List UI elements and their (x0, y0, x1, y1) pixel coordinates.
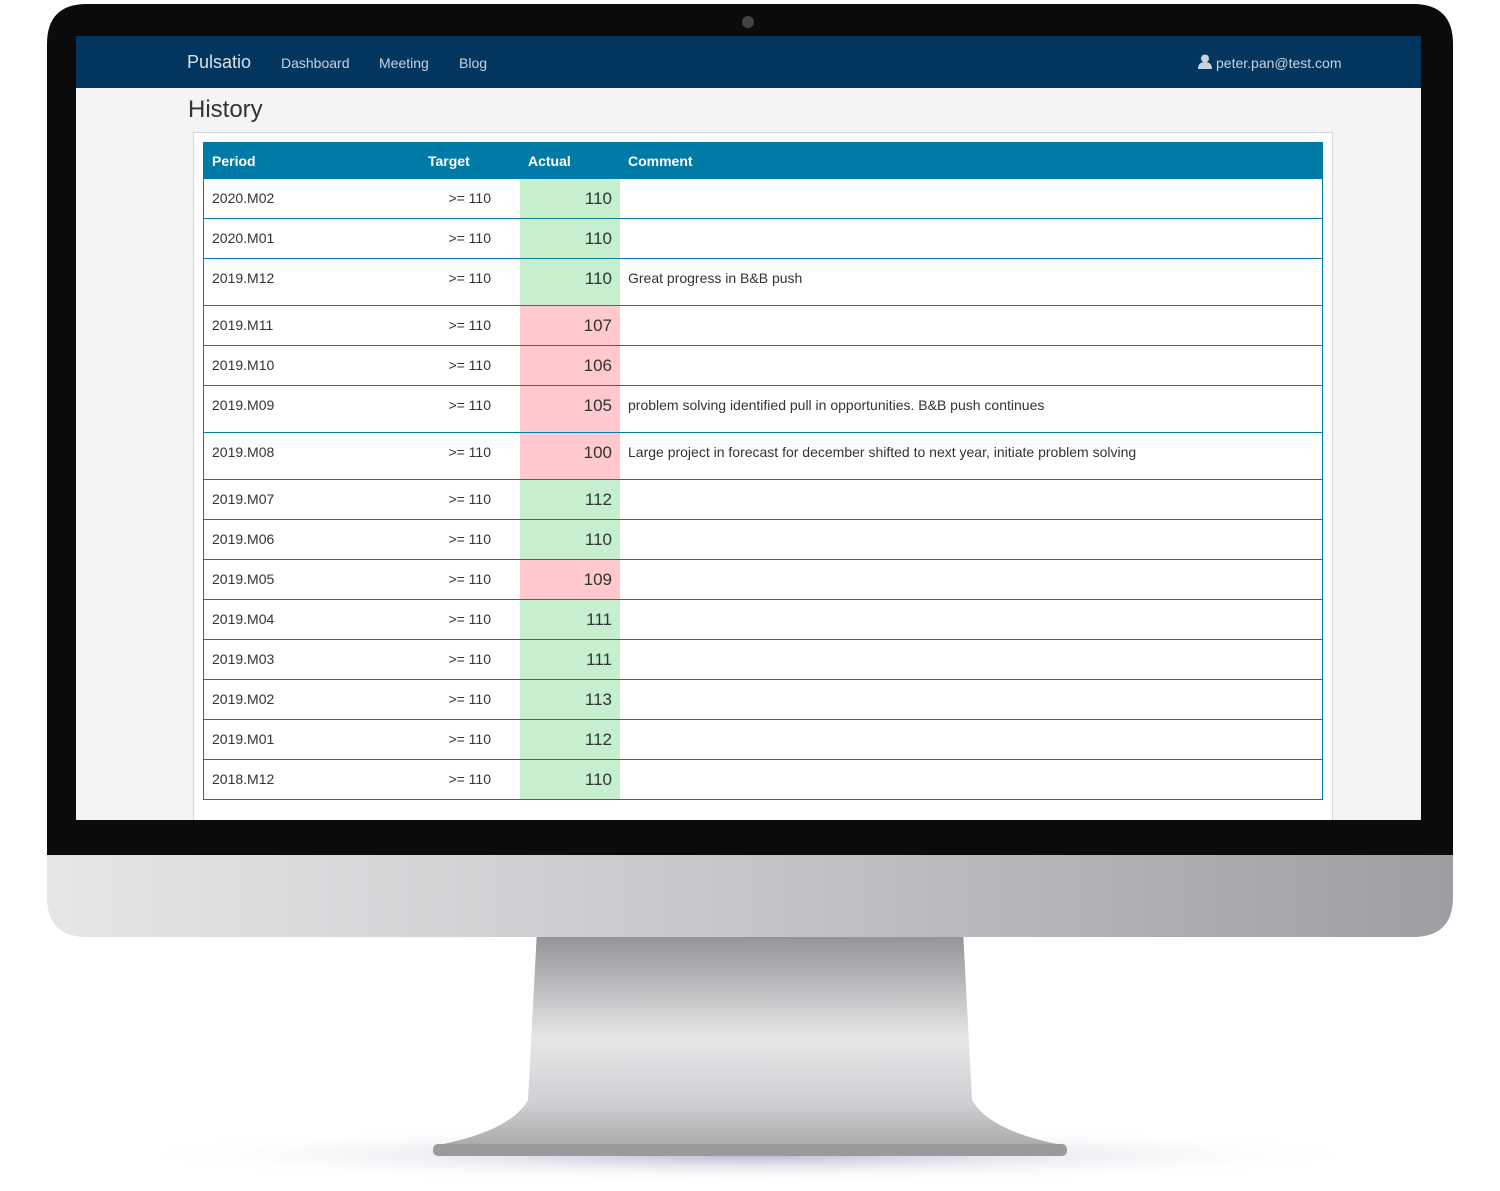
table-row: 2018.M12 >= 110 110 (203, 759, 1323, 800)
table-row: 2019.M10 >= 110 106 (203, 345, 1323, 386)
actual-cell: 113 (520, 679, 620, 720)
panel: Period Target Actual Comment 2020.M02 >= … (193, 132, 1333, 820)
actual-cell: 107 (520, 305, 620, 346)
table-row: 2019.M07 >= 110 112 (203, 479, 1323, 520)
actual-cell: 109 (520, 559, 620, 600)
period-cell: 2019.M02 (203, 679, 404, 720)
user-icon (1198, 54, 1212, 69)
actual-cell: 111 (520, 599, 620, 640)
comment-cell (620, 559, 1323, 600)
camera (742, 16, 754, 28)
comment-cell: Great progress in B&B push (620, 258, 1323, 306)
target-cell: >= 110 (404, 719, 520, 760)
target-cell: >= 110 (404, 432, 520, 480)
nav-link[interactable]: Blog (459, 55, 488, 71)
actual-cell: 112 (520, 479, 620, 520)
actual-cell: 105 (520, 385, 620, 433)
period-cell: 2019.M07 (203, 479, 404, 520)
comment-cell (620, 759, 1323, 800)
nav-link[interactable]: Meeting (379, 55, 429, 71)
header-cell: Actual (520, 142, 620, 179)
target-cell: >= 110 (404, 639, 520, 680)
period-cell: 2019.M06 (203, 519, 404, 560)
table-row: 2019.M09 >= 110 105 problem solving identif… (203, 385, 1323, 433)
screen: Pulsatio Dashboard Meeting Blog peter.pa… (76, 36, 1421, 820)
header-cell: Period (203, 142, 404, 179)
table-row: 2019.M03 >= 110 111 (203, 639, 1323, 680)
comment-cell (620, 639, 1323, 680)
actual-cell: 110 (520, 759, 620, 800)
period-cell: 2020.M02 (203, 179, 404, 219)
history-table: Period Target Actual Comment 2020.M02 >= … (203, 142, 1323, 800)
comment-cell (620, 479, 1323, 520)
period-cell: 2019.M01 (203, 719, 404, 760)
period-cell: 2019.M08 (203, 432, 404, 480)
user-email[interactable]: peter.pan@test.com (1216, 55, 1342, 71)
actual-cell: 110 (520, 218, 620, 259)
table-row: 2020.M01 >= 110 110 (203, 218, 1323, 259)
period-cell: 2019.M05 (203, 559, 404, 600)
period-cell: 2019.M10 (203, 345, 404, 386)
period-cell: 2019.M09 (203, 385, 404, 433)
actual-cell: 111 (520, 639, 620, 680)
table-row: 2019.M12 >= 110 110 Great progress in B&B p… (203, 258, 1323, 306)
header-row: Period Target Actual Comment (203, 142, 1323, 179)
period-cell: 2019.M12 (203, 258, 404, 306)
target-cell: >= 110 (404, 599, 520, 640)
comment-cell: Large project in forecast for december s… (620, 432, 1323, 480)
comment-cell (620, 345, 1323, 386)
stand (433, 930, 1067, 1146)
target-cell: >= 110 (404, 345, 520, 386)
period-cell: 2020.M01 (203, 218, 404, 259)
stand-base (433, 1144, 1067, 1156)
comment-cell (620, 218, 1323, 259)
period-cell: 2019.M04 (203, 599, 404, 640)
target-cell: >= 110 (404, 479, 520, 520)
actual-cell: 106 (520, 345, 620, 386)
table-row: 2019.M02 >= 110 113 (203, 679, 1323, 720)
target-cell: >= 110 (404, 218, 520, 259)
header-cell: Comment (620, 142, 1323, 179)
table-row: 2019.M05 >= 110 109 (203, 559, 1323, 600)
period-cell: 2019.M11 (203, 305, 404, 346)
actual-cell: 110 (520, 519, 620, 560)
comment-cell (620, 179, 1323, 219)
comment-cell (620, 305, 1323, 346)
table-row: 2019.M06 >= 110 110 (203, 519, 1323, 560)
target-cell: >= 110 (404, 679, 520, 720)
actual-cell: 110 (520, 258, 620, 306)
comment-cell: problem solving identified pull in oppor… (620, 385, 1323, 433)
header-cell: Target (404, 142, 520, 179)
target-cell: >= 110 (404, 305, 520, 346)
page-title: History (188, 96, 263, 123)
period-cell: 2019.M03 (203, 639, 404, 680)
comment-cell (620, 519, 1323, 560)
brand[interactable]: Pulsatio (187, 52, 252, 72)
comment-cell (620, 719, 1323, 760)
monitor-chin (47, 850, 1453, 937)
target-cell: >= 110 (404, 258, 520, 306)
target-cell: >= 110 (404, 519, 520, 560)
comment-cell (620, 599, 1323, 640)
period-cell: 2018.M12 (203, 759, 404, 800)
nav-link[interactable]: Dashboard (281, 55, 350, 71)
target-cell: >= 110 (404, 179, 520, 219)
actual-cell: 100 (520, 432, 620, 480)
table-row: 2019.M04 >= 110 111 (203, 599, 1323, 640)
table-row: 2019.M01 >= 110 112 (203, 719, 1323, 760)
table-row: 2019.M08 >= 110 100 Large project in foreca… (203, 432, 1323, 480)
table-row: 2020.M02 >= 110 110 (203, 179, 1323, 219)
target-cell: >= 110 (404, 385, 520, 433)
actual-cell: 112 (520, 719, 620, 760)
navbar: Pulsatio Dashboard Meeting Blog peter.pa… (76, 36, 1421, 88)
target-cell: >= 110 (404, 559, 520, 600)
table-row: 2019.M11 >= 110 107 (203, 305, 1323, 346)
actual-cell: 110 (520, 179, 620, 219)
target-cell: >= 110 (404, 759, 520, 800)
comment-cell (620, 679, 1323, 720)
